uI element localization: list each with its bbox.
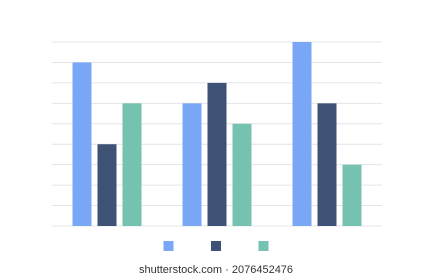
bar <box>292 42 312 226</box>
legend-swatch <box>211 241 221 251</box>
bar <box>97 144 117 226</box>
bar <box>317 103 337 226</box>
watermark: shutterstock.com · 2076452476 <box>139 264 293 276</box>
bar <box>342 164 362 226</box>
bar <box>182 103 202 226</box>
legend-swatch <box>163 241 174 251</box>
bar <box>232 123 252 226</box>
bar <box>122 103 142 226</box>
bar <box>207 82 227 226</box>
legend-swatch <box>258 241 269 251</box>
bar <box>72 62 92 226</box>
